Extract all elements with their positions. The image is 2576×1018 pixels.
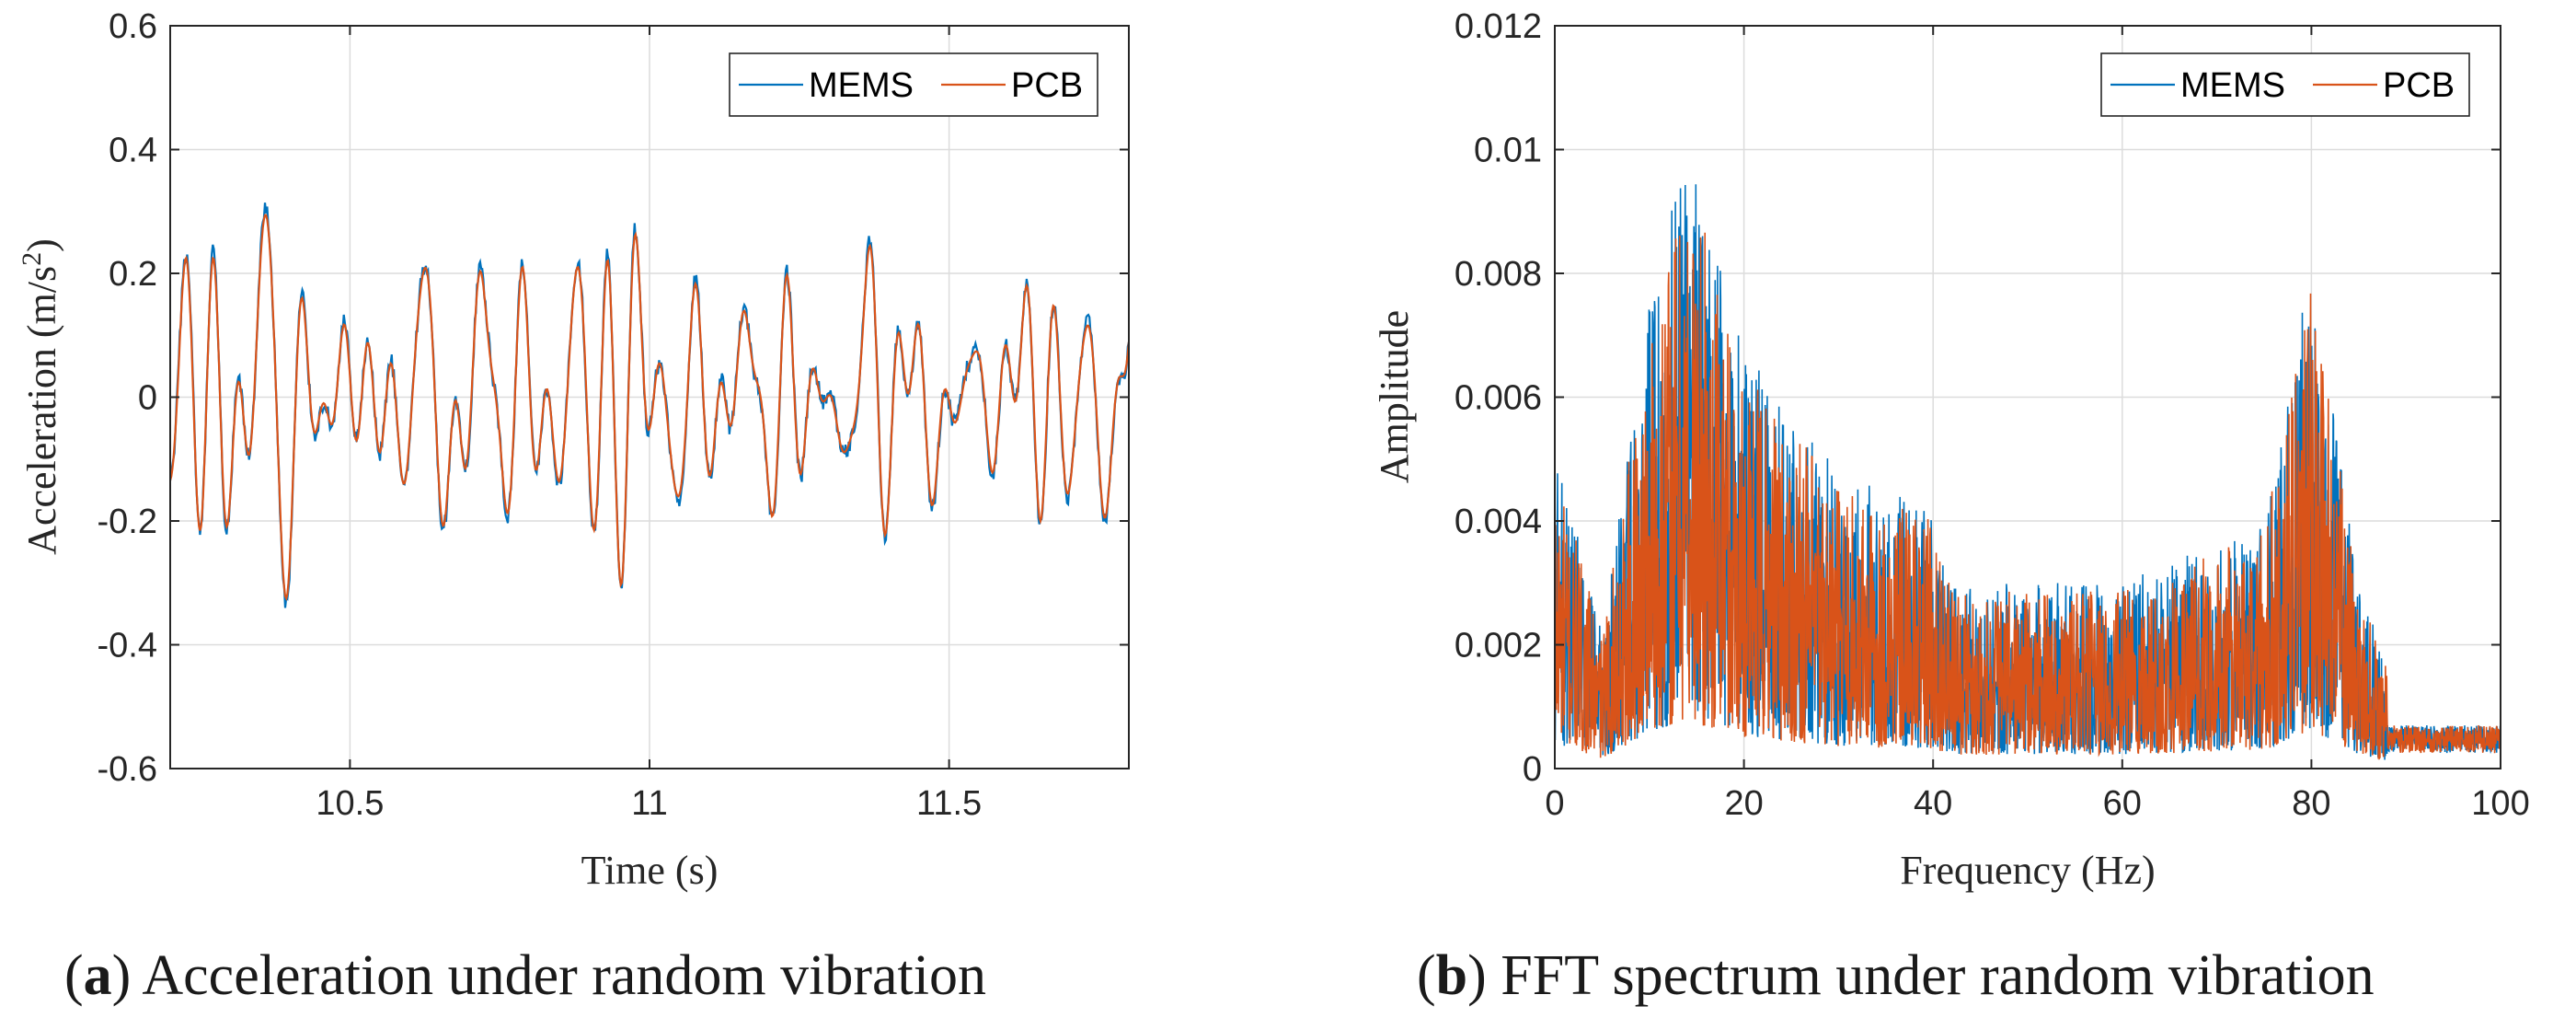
panel-b-y-axis-label: Amplitude — [1372, 310, 1417, 483]
panel-b-x-tick-label: 0 — [1545, 784, 1564, 823]
panel-a-x-tick-label: 11 — [631, 784, 667, 823]
panel-a-y-tick-label: 0.6 — [109, 7, 157, 46]
panel-a-y-tick-label: 0.2 — [109, 255, 157, 294]
panel-a-caption: (a) Acceleration under random vibration — [64, 944, 986, 1007]
panel-b-x-tick-label: 20 — [1724, 784, 1763, 823]
panel-a-y-tick-label: 0.4 — [109, 132, 157, 170]
panel-a-y-tick-label: -0.2 — [98, 503, 157, 541]
panel-a-series — [170, 202, 1129, 608]
panel-a-x-tick-label: 11.5 — [916, 784, 982, 823]
panel-b-y-tick-label: 0.002 — [1455, 627, 1542, 665]
panel-a-caption-text: Acceleration under random vibration — [131, 944, 986, 1007]
panel-a-y-tick-label: 0 — [138, 379, 157, 418]
panel-a-caption-label: a — [84, 944, 112, 1007]
panel-a-y-tick-label: -0.6 — [98, 750, 157, 789]
panel-a-chart: 10.5 11 11.5 -0.6 -0.4 -0.2 0 0.2 0.4 0.6 Time (s… — [17, 7, 1130, 1007]
panel-a-series-pcb — [170, 214, 1129, 602]
panel-b-chart: 0 20 40 60 80 100 0 0.002 0.004 0.006 0.008 0.01 0.0… — [1372, 7, 2530, 1007]
panel-b-x-axis-label: Frequency (Hz) — [1900, 848, 2155, 893]
panel-a-y-tick-label: -0.4 — [98, 627, 157, 665]
panel-b-x-tick-label: 80 — [2292, 784, 2330, 823]
panel-a-legend-label-mems: MEMS — [809, 66, 914, 105]
panel-a-x-axis-label: Time (s) — [581, 848, 719, 893]
panel-a-y-axis-label-sup: 2 — [17, 252, 47, 266]
panel-a-x-tick-label: 10.5 — [316, 784, 384, 823]
panel-b-y-tick-label: 0.006 — [1455, 379, 1542, 418]
panel-b-y-tick-label: 0.012 — [1455, 7, 1542, 46]
panel-b-caption-text: FFT spectrum under random vibration — [1487, 944, 2375, 1007]
panel-b-caption: (b) FFT spectrum under random vibration — [1417, 944, 2375, 1007]
panel-b-legend-label-pcb: PCB — [2383, 66, 2455, 105]
panel-b-y-tick-label: 0.008 — [1455, 255, 1542, 294]
panel-b-y-tick-label: 0.004 — [1455, 503, 1542, 541]
panel-a-ticks: 10.5 11 11.5 -0.6 -0.4 -0.2 0 0.2 0.4 0.6 — [98, 7, 1129, 823]
panel-b-x-tick-label: 100 — [2471, 784, 2529, 823]
panel-b-y-tick-label: 0 — [1523, 750, 1542, 789]
panel-b-series-pcb — [1555, 232, 2501, 761]
panel-a-y-axis-label-main: Acceleration (m/s — [19, 266, 64, 555]
panel-b-legend: MEMS PCB — [2100, 52, 2470, 117]
panel-a-y-axis-label: Acceleration (m/s2) — [17, 238, 64, 555]
panel-a-legend: MEMS PCB — [729, 52, 1098, 117]
panel-b-y-tick-label: 0.01 — [1474, 132, 1542, 170]
panel-b-ticks: 0 20 40 60 80 100 0 0.002 0.004 0.006 0.008 0.01 0.0… — [1455, 7, 2530, 823]
panel-b-caption-label: b — [1436, 944, 1467, 1007]
panel-b-series — [1555, 184, 2501, 761]
panel-a-legend-label-pcb: PCB — [1011, 66, 1083, 105]
panel-b-x-tick-label: 60 — [2103, 784, 2142, 823]
panel-b-x-tick-label: 40 — [1914, 784, 1952, 823]
panel-a-y-axis-label-end: ) — [19, 238, 64, 252]
panel-b-legend-label-mems: MEMS — [2180, 66, 2285, 105]
